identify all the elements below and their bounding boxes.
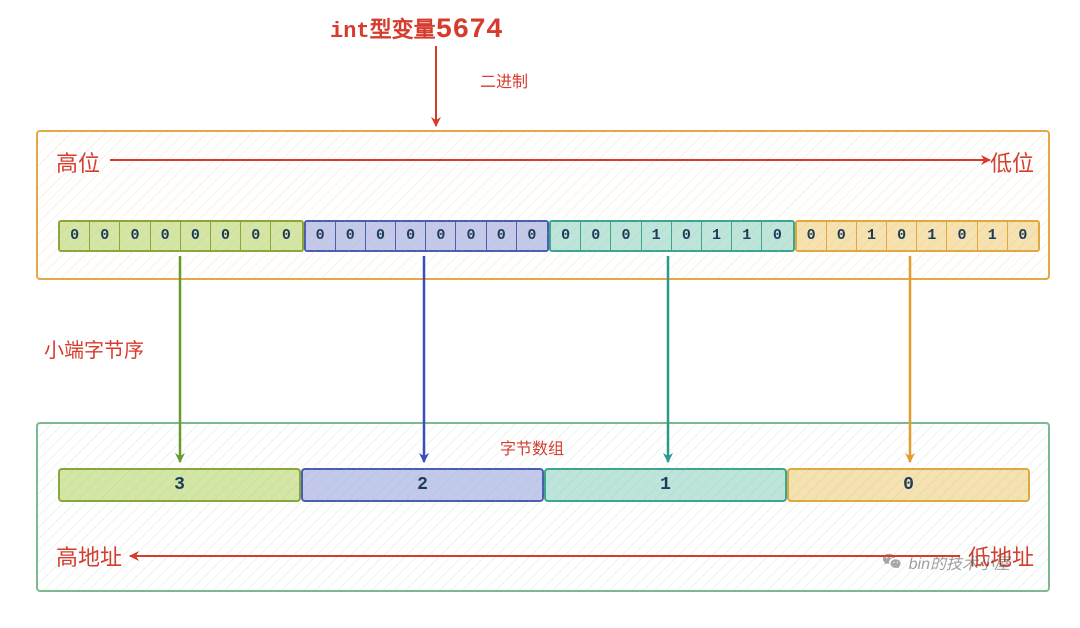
bit-cell: 1 — [917, 222, 947, 250]
bit-cell: 0 — [1008, 222, 1038, 250]
high-bit-label: 高位 — [56, 146, 100, 178]
bit-cell: 0 — [947, 222, 977, 250]
watermark: bin的技术小屋 — [881, 550, 1010, 574]
wechat-icon — [881, 551, 903, 573]
bit-cell: 0 — [211, 222, 241, 250]
bit-cell: 0 — [762, 222, 792, 250]
array-cell: 1 — [544, 468, 787, 502]
array-cell: 3 — [58, 468, 301, 502]
bit-cell: 0 — [336, 222, 366, 250]
array-label: 字节数组 — [500, 435, 564, 459]
bit-cell: 0 — [581, 222, 611, 250]
bit-cell: 1 — [857, 222, 887, 250]
bit-cell: 0 — [426, 222, 456, 250]
bit-cell: 1 — [702, 222, 732, 250]
array-cell: 2 — [301, 468, 544, 502]
bit-cell: 0 — [551, 222, 581, 250]
binary-label: 二进制 — [480, 68, 528, 92]
byte-group: 00000000 — [304, 220, 550, 252]
watermark-text: bin的技术小屋 — [909, 550, 1010, 574]
title-mid: 型变量 — [370, 17, 436, 42]
bit-cell: 1 — [732, 222, 762, 250]
bit-cell: 0 — [181, 222, 211, 250]
bit-cell: 0 — [797, 222, 827, 250]
diagram-title: int型变量5674 — [330, 12, 503, 46]
bit-cell: 0 — [827, 222, 857, 250]
bit-cell: 0 — [366, 222, 396, 250]
bit-cell: 0 — [456, 222, 486, 250]
bit-cell: 0 — [611, 222, 641, 250]
byte-group: 00010110 — [549, 220, 795, 252]
bit-cell: 0 — [90, 222, 120, 250]
low-bit-label: 低位 — [990, 146, 1034, 178]
bit-cell: 1 — [642, 222, 672, 250]
bit-cell: 0 — [672, 222, 702, 250]
title-value: 5674 — [436, 15, 503, 46]
title-type: int — [330, 19, 370, 44]
bit-cell: 1 — [978, 222, 1008, 250]
bit-cell: 0 — [151, 222, 181, 250]
byte-group: 00101010 — [795, 220, 1041, 252]
bits-row: 00000000000000000001011000101010 — [58, 220, 1040, 252]
bit-cell: 0 — [241, 222, 271, 250]
bit-cell: 0 — [60, 222, 90, 250]
byte-group: 00000000 — [58, 220, 304, 252]
bit-cell: 0 — [396, 222, 426, 250]
high-addr-label: 高地址 — [56, 540, 122, 572]
array-cell: 0 — [787, 468, 1030, 502]
bit-cell: 0 — [306, 222, 336, 250]
bit-cell: 0 — [120, 222, 150, 250]
bit-cell: 0 — [271, 222, 301, 250]
endian-label: 小端字节序 — [44, 334, 144, 363]
bit-cell: 0 — [887, 222, 917, 250]
bit-cell: 0 — [487, 222, 517, 250]
binary-panel — [36, 130, 1050, 280]
bit-cell: 0 — [517, 222, 547, 250]
array-row: 3210 — [58, 468, 1030, 502]
